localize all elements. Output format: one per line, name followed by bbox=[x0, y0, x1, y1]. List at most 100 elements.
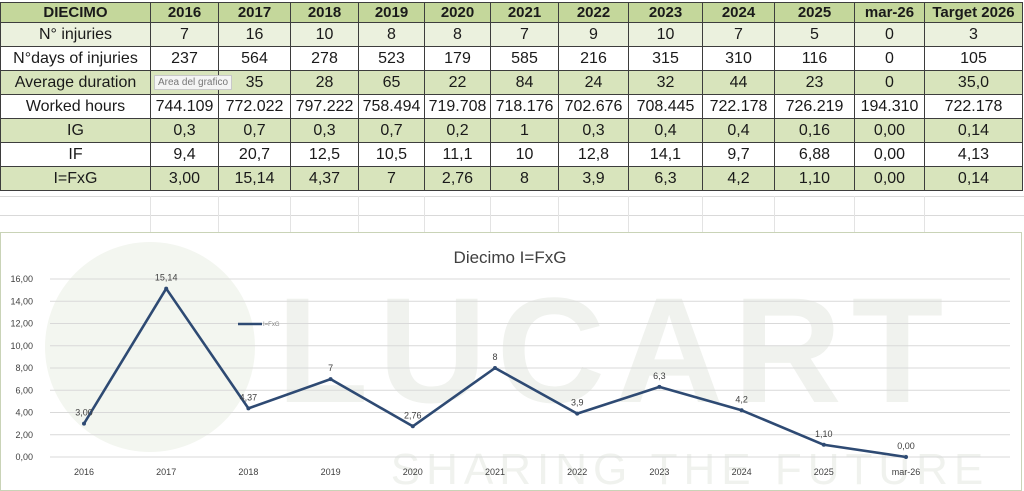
line-chart[interactable]: LUCART SHARING THE FUTURE 0,00 2,00 4,00 6,… bbox=[0, 232, 1022, 491]
header-cell[interactable]: 2021 bbox=[490, 2, 559, 23]
data-point[interactable] bbox=[246, 406, 251, 411]
table-cell[interactable]: 24 bbox=[558, 70, 629, 95]
table-cell[interactable]: 22 bbox=[424, 70, 491, 95]
table-cell[interactable]: 4,37 bbox=[290, 166, 359, 191]
table-cell[interactable]: 4,2 bbox=[702, 166, 775, 191]
table-cell[interactable]: 11,1 bbox=[424, 142, 491, 167]
row-label-cell[interactable]: N°days of injuries bbox=[0, 46, 151, 71]
table-cell[interactable]: 216 bbox=[558, 46, 629, 71]
table-cell[interactable]: 10 bbox=[628, 22, 703, 47]
table-cell[interactable]: 0,4 bbox=[702, 118, 775, 143]
table-cell[interactable]: 1 bbox=[490, 118, 559, 143]
table-cell[interactable]: 116 bbox=[774, 46, 855, 71]
table-cell[interactable]: 758.494 bbox=[358, 94, 425, 119]
table-cell[interactable]: 9,7 bbox=[702, 142, 775, 167]
table-cell[interactable]: 702.676 bbox=[558, 94, 629, 119]
table-cell[interactable]: 0,16 bbox=[774, 118, 855, 143]
table-cell[interactable]: 0,14 bbox=[924, 118, 1023, 143]
table-cell[interactable]: 28 bbox=[290, 70, 359, 95]
table-cell[interactable]: 0,3 bbox=[150, 118, 219, 143]
table-cell[interactable]: 3,00 bbox=[150, 166, 219, 191]
table-cell[interactable]: 0 bbox=[854, 22, 925, 47]
data-point[interactable] bbox=[575, 411, 580, 416]
row-label-cell[interactable]: N° injuries bbox=[0, 22, 151, 47]
table-cell[interactable]: 10 bbox=[490, 142, 559, 167]
header-cell[interactable]: 2016 bbox=[150, 2, 219, 23]
header-cell[interactable]: 2019 bbox=[358, 2, 425, 23]
row-label-cell[interactable]: I=FxG bbox=[0, 166, 151, 191]
table-cell[interactable]: 10,5 bbox=[358, 142, 425, 167]
data-point[interactable] bbox=[739, 408, 744, 413]
table-cell[interactable]: 32 bbox=[628, 70, 703, 95]
data-point[interactable] bbox=[821, 442, 826, 447]
row-label-cell[interactable]: Average duration bbox=[0, 70, 151, 95]
table-cell[interactable]: 0,4 bbox=[628, 118, 703, 143]
table-cell[interactable]: 179 bbox=[424, 46, 491, 71]
table-cell[interactable]: 0 bbox=[854, 70, 925, 95]
table-cell[interactable]: 84 bbox=[490, 70, 559, 95]
header-cell[interactable]: 2024 bbox=[702, 2, 775, 23]
row-label-cell[interactable]: Worked hours bbox=[0, 94, 151, 119]
table-cell[interactable]: 12,5 bbox=[290, 142, 359, 167]
table-cell[interactable]: 44 bbox=[702, 70, 775, 95]
chart-legend[interactable]: I=FxG bbox=[238, 322, 280, 328]
header-cell[interactable]: DIECIMO bbox=[0, 2, 151, 23]
data-point[interactable] bbox=[82, 421, 86, 426]
table-cell[interactable]: 310 bbox=[702, 46, 775, 71]
table-cell[interactable]: 726.219 bbox=[774, 94, 855, 119]
table-cell[interactable]: 8 bbox=[358, 22, 425, 47]
table-cell[interactable]: 0,00 bbox=[854, 142, 925, 167]
table-cell[interactable]: 0,3 bbox=[290, 118, 359, 143]
table-cell[interactable]: 0,3 bbox=[558, 118, 629, 143]
table-cell[interactable]: 65 bbox=[358, 70, 425, 95]
table-cell[interactable]: 20,7 bbox=[218, 142, 291, 167]
table-cell[interactable]: 0,00 bbox=[854, 166, 925, 191]
table-cell[interactable]: 0,7 bbox=[218, 118, 291, 143]
table-cell[interactable]: 7 bbox=[150, 22, 219, 47]
header-cell[interactable]: Target 2026 bbox=[924, 2, 1023, 23]
table-cell[interactable]: 523 bbox=[358, 46, 425, 71]
header-cell[interactable]: 2018 bbox=[290, 2, 359, 23]
header-cell[interactable]: 2023 bbox=[628, 2, 703, 23]
table-cell[interactable]: 8 bbox=[490, 166, 559, 191]
table-cell[interactable]: 194.310 bbox=[854, 94, 925, 119]
header-cell[interactable]: 2025 bbox=[774, 2, 855, 23]
data-point[interactable] bbox=[657, 384, 662, 389]
chart-title[interactable]: Diecimo I=FxG bbox=[454, 248, 567, 267]
table-cell[interactable]: 772.022 bbox=[218, 94, 291, 119]
table-cell[interactable]: 7 bbox=[702, 22, 775, 47]
table-cell[interactable]: 15,14 bbox=[218, 166, 291, 191]
header-cell[interactable]: mar-26 bbox=[854, 2, 925, 23]
data-point[interactable] bbox=[904, 455, 908, 459]
table-cell[interactable]: 744.109 bbox=[150, 94, 219, 119]
data-point[interactable] bbox=[164, 286, 169, 291]
table-cell[interactable]: 10 bbox=[290, 22, 359, 47]
table-cell[interactable]: 12,8 bbox=[558, 142, 629, 167]
plot-series[interactable]: 3,00 15,14 4,37 7 2,76 8 3,9 6,3 4,2 1,10 0,00 bbox=[75, 273, 915, 459]
table-cell[interactable]: 564 bbox=[218, 46, 291, 71]
table-cell[interactable]: 722.178 bbox=[702, 94, 775, 119]
table-cell[interactable]: 7 bbox=[490, 22, 559, 47]
table-cell[interactable]: 14,1 bbox=[628, 142, 703, 167]
table-cell[interactable]: 237 bbox=[150, 46, 219, 71]
table-cell[interactable]: 4,13 bbox=[924, 142, 1023, 167]
header-cell[interactable]: 2017 bbox=[218, 2, 291, 23]
table-cell[interactable]: 0,00 bbox=[854, 118, 925, 143]
table-cell[interactable]: 797.222 bbox=[290, 94, 359, 119]
header-cell[interactable]: 2020 bbox=[424, 2, 491, 23]
table-cell[interactable]: 23 bbox=[774, 70, 855, 95]
table-cell[interactable]: 8 bbox=[424, 22, 491, 47]
table-cell[interactable]: 315 bbox=[628, 46, 703, 71]
table-cell[interactable]: 0 bbox=[854, 46, 925, 71]
table-cell[interactable]: 3,9 bbox=[558, 166, 629, 191]
data-point[interactable] bbox=[493, 366, 497, 370]
table-cell[interactable]: 35,0 bbox=[924, 70, 1023, 95]
table-cell[interactable]: 9 bbox=[558, 22, 629, 47]
row-label-cell[interactable]: IF bbox=[0, 142, 151, 167]
table-cell[interactable]: 718.176 bbox=[490, 94, 559, 119]
row-label-cell[interactable]: IG bbox=[0, 118, 151, 143]
table-cell[interactable]: 2,76 bbox=[424, 166, 491, 191]
table-cell[interactable]: 278 bbox=[290, 46, 359, 71]
table-cell[interactable]: 5 bbox=[774, 22, 855, 47]
table-cell[interactable]: 7 bbox=[358, 166, 425, 191]
